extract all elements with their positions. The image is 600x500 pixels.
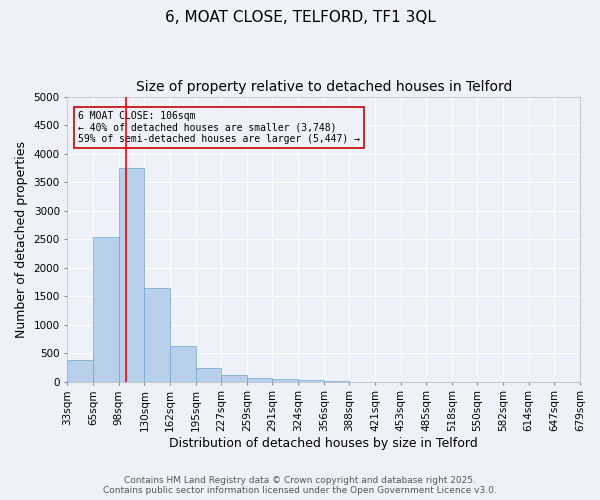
Bar <box>93 238 119 382</box>
Bar <box>272 380 298 382</box>
Bar <box>298 380 324 382</box>
X-axis label: Distribution of detached houses by size in Telford: Distribution of detached houses by size … <box>169 437 478 450</box>
Bar <box>67 360 93 382</box>
Text: 6 MOAT CLOSE: 106sqm
← 40% of detached houses are smaller (3,748)
59% of semi-de: 6 MOAT CLOSE: 106sqm ← 40% of detached h… <box>77 111 359 144</box>
Bar <box>145 288 170 382</box>
Title: Size of property relative to detached houses in Telford: Size of property relative to detached ho… <box>136 80 512 94</box>
Bar <box>247 378 272 382</box>
Text: Contains HM Land Registry data © Crown copyright and database right 2025.
Contai: Contains HM Land Registry data © Crown c… <box>103 476 497 495</box>
Bar <box>119 168 145 382</box>
Y-axis label: Number of detached properties: Number of detached properties <box>15 140 28 338</box>
Bar <box>221 376 247 382</box>
Text: 6, MOAT CLOSE, TELFORD, TF1 3QL: 6, MOAT CLOSE, TELFORD, TF1 3QL <box>164 10 436 25</box>
Bar <box>196 368 221 382</box>
Bar <box>170 346 196 382</box>
